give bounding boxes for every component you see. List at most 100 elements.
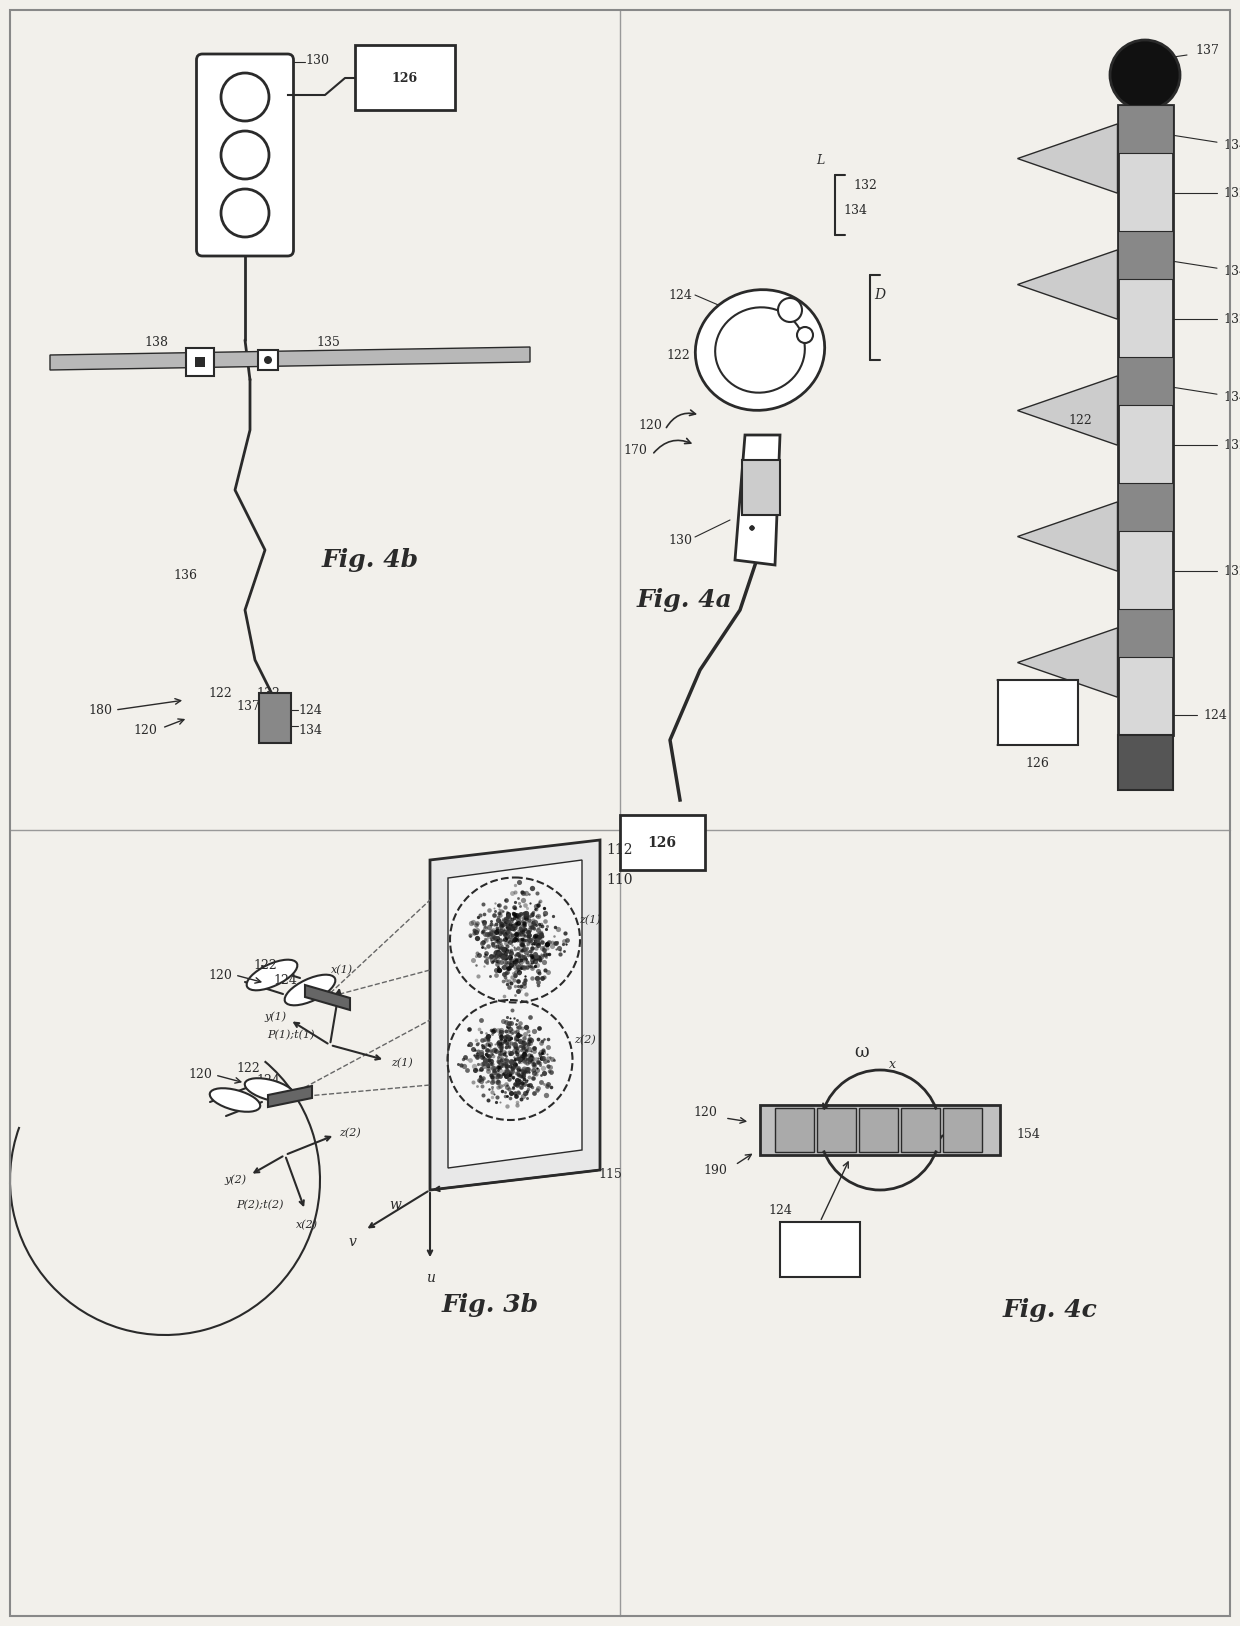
Point <box>470 941 490 967</box>
Point <box>516 1080 536 1106</box>
Point <box>538 1026 558 1052</box>
Point <box>497 1023 517 1049</box>
Text: y(2): y(2) <box>224 1174 246 1185</box>
Point <box>490 1042 510 1068</box>
Point <box>542 930 562 956</box>
Point <box>528 915 548 941</box>
Text: 170: 170 <box>622 444 647 457</box>
Point <box>520 907 539 933</box>
Point <box>500 911 520 937</box>
Point <box>505 961 525 987</box>
Point <box>496 1010 516 1036</box>
Point <box>505 1046 525 1072</box>
Point <box>496 1018 516 1044</box>
Text: 190: 190 <box>703 1164 727 1177</box>
Point <box>495 886 515 912</box>
Point <box>505 894 525 920</box>
Bar <box>186 348 215 376</box>
Point <box>510 893 529 919</box>
Point <box>511 941 531 967</box>
Point <box>508 1070 528 1096</box>
Point <box>467 917 487 943</box>
Point <box>475 1034 495 1060</box>
Polygon shape <box>305 985 350 1010</box>
Point <box>507 1072 527 1098</box>
Point <box>476 1041 496 1067</box>
Point <box>498 1059 518 1085</box>
Point <box>516 915 536 941</box>
Point <box>513 1034 533 1060</box>
Text: P(2);t(2): P(2);t(2) <box>237 1200 284 1210</box>
Point <box>496 909 516 935</box>
Point <box>525 943 544 969</box>
Point <box>507 1013 527 1039</box>
Point <box>482 1080 502 1106</box>
Text: 180: 180 <box>88 704 112 717</box>
Point <box>484 1081 503 1107</box>
Point <box>508 959 528 985</box>
Point <box>495 940 515 966</box>
Point <box>523 909 543 935</box>
Point <box>518 924 538 950</box>
Point <box>542 1046 562 1072</box>
Polygon shape <box>430 841 600 1190</box>
Point <box>495 1052 515 1078</box>
Point <box>505 917 525 943</box>
Point <box>525 1034 544 1060</box>
Point <box>500 1054 520 1080</box>
Point <box>487 1060 507 1086</box>
Point <box>506 1083 526 1109</box>
Point <box>496 924 516 950</box>
Point <box>479 1047 498 1073</box>
Point <box>484 1016 503 1042</box>
Point <box>523 930 543 956</box>
Text: 122: 122 <box>208 686 232 699</box>
Point <box>485 1036 505 1062</box>
Point <box>506 1050 526 1076</box>
Point <box>498 1026 518 1052</box>
Point <box>480 943 500 969</box>
Point <box>506 920 526 946</box>
Point <box>481 927 501 953</box>
Point <box>496 1059 516 1085</box>
Point <box>522 932 542 958</box>
Point <box>517 1037 537 1063</box>
Point <box>507 1037 527 1063</box>
Point <box>502 964 522 990</box>
Point <box>534 902 554 928</box>
Point <box>489 933 508 959</box>
Point <box>507 1036 527 1062</box>
Point <box>511 1044 531 1070</box>
Point <box>508 1023 528 1049</box>
Point <box>512 1057 532 1083</box>
Point <box>484 924 503 950</box>
Point <box>491 930 511 956</box>
Point <box>501 925 521 951</box>
Point <box>479 1037 498 1063</box>
Point <box>497 1031 517 1057</box>
Point <box>474 909 494 935</box>
Point <box>472 920 492 946</box>
Point <box>517 932 537 958</box>
Point <box>505 914 525 940</box>
Point <box>503 1031 523 1057</box>
Point <box>486 948 506 974</box>
Point <box>520 1059 539 1085</box>
Point <box>485 1031 505 1057</box>
Point <box>489 1018 508 1044</box>
Point <box>495 927 515 953</box>
Point <box>484 896 503 922</box>
Point <box>476 1020 496 1046</box>
Point <box>501 971 521 997</box>
Point <box>510 1067 529 1093</box>
Text: 120: 120 <box>133 724 157 737</box>
Text: 138: 138 <box>144 335 167 348</box>
Point <box>526 902 546 928</box>
Text: 126: 126 <box>1025 756 1049 769</box>
Point <box>485 925 505 951</box>
Point <box>521 927 541 953</box>
Point <box>505 1052 525 1078</box>
Point <box>489 1068 508 1094</box>
Point <box>506 904 526 930</box>
Point <box>481 922 501 948</box>
